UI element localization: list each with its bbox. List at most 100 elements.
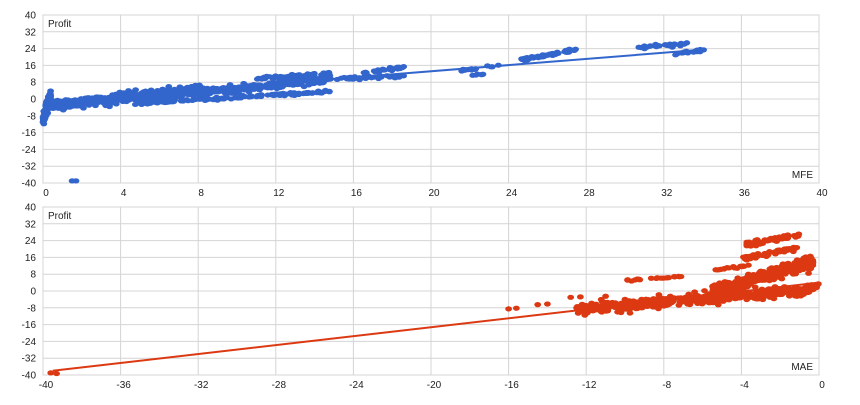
mfe-point (670, 41, 678, 47)
mae-point (809, 285, 817, 291)
mfe-y-tick-label: 32 (25, 27, 37, 38)
mae-point (753, 296, 760, 302)
mfe-point (178, 92, 186, 99)
mae-point (746, 274, 754, 280)
mfe-x-tick-label: 12 (273, 188, 285, 199)
mfe-point (276, 78, 283, 84)
mfe-x-tick-label: 4 (121, 188, 127, 199)
mae-point (512, 305, 520, 311)
mae-point (665, 274, 673, 281)
mae-point (606, 300, 614, 306)
mfe-point (86, 99, 94, 105)
mae-point (755, 252, 763, 259)
mfe-point (316, 89, 324, 96)
mae-point (801, 285, 809, 292)
mae-y-tick-label: 24 (25, 236, 37, 247)
mae-x-tick-label: -28 (272, 380, 287, 391)
mfe-point (540, 52, 548, 58)
mfe-point (258, 75, 265, 81)
mfe-y-axis-title: Profit (48, 19, 72, 30)
mae-point (731, 265, 739, 271)
mae-point (647, 275, 655, 281)
mae-point (793, 285, 801, 291)
mae-point (780, 249, 788, 255)
mae-point (643, 303, 651, 309)
mfe-point (653, 44, 660, 50)
mfe-point (325, 70, 333, 76)
mae-point (715, 284, 722, 290)
mfe-point (171, 97, 179, 103)
mae-point (744, 283, 752, 290)
mae-y-tick-label: -16 (22, 320, 37, 331)
mfe-y-tick-label: -16 (22, 128, 37, 139)
mfe-point (379, 66, 387, 73)
mae-point (544, 301, 551, 307)
mae-point (634, 276, 641, 282)
mae-point (781, 287, 789, 293)
mfe-point (322, 87, 329, 94)
mfe-point (64, 104, 72, 110)
mae-point (47, 370, 55, 376)
mae-point (755, 277, 762, 283)
mae-point (676, 300, 684, 306)
mfe-point (47, 88, 54, 94)
mae-point (791, 245, 799, 252)
mae-point (774, 247, 782, 253)
mfe-point (40, 109, 48, 116)
mae-x-tick-label: -4 (740, 380, 749, 391)
mae-y-tick-label: -8 (27, 303, 36, 314)
mae-point (718, 296, 726, 302)
mae-y-axis-title: Profit (48, 211, 72, 222)
mae-point (534, 302, 542, 308)
mae-point (798, 263, 806, 269)
mfe-point (130, 95, 138, 101)
mae-point (732, 279, 740, 286)
mae-point (779, 236, 787, 242)
mfe-point (40, 121, 48, 127)
mae-point (693, 296, 701, 303)
mae-point (621, 296, 629, 302)
mae-point (691, 289, 699, 295)
mfe-point (385, 66, 393, 72)
mfe-y-tick-label: -8 (27, 111, 36, 122)
mae-point (770, 237, 778, 243)
mfe-point (231, 95, 239, 101)
mfe-point (92, 98, 100, 104)
mae-point (796, 292, 804, 299)
mae-point (573, 305, 580, 311)
mae-point (670, 274, 678, 280)
mfe-x-tick-label: 28 (584, 188, 596, 199)
mae-y-tick-label: -40 (22, 371, 37, 382)
mfe-point (291, 92, 298, 98)
mae-point (765, 292, 773, 299)
mfe-x-axis-title: MFE (792, 170, 813, 181)
mae-point (794, 232, 802, 238)
mfe-point (218, 96, 226, 102)
mae-point (686, 301, 694, 308)
mae-point (771, 268, 779, 275)
mfe-point (280, 91, 288, 97)
mae-x-tick-label: -40 (39, 380, 54, 391)
mae-point (567, 294, 575, 300)
mae-x-tick-label: -32 (194, 380, 209, 391)
mfe-point (147, 87, 155, 93)
mfe-point (113, 97, 121, 103)
mfe-y-tick-label: 0 (30, 95, 36, 106)
mfe-point (399, 64, 407, 70)
mae-y-tick-label: 32 (25, 219, 37, 230)
mfe-y-tick-label: -32 (22, 162, 37, 173)
mae-point (652, 301, 660, 307)
mfe-point (160, 99, 167, 105)
mfe-trend-line (42, 48, 703, 104)
mae-y-tick-label: -24 (22, 337, 37, 348)
mae-point (807, 265, 815, 272)
mae-point (791, 264, 799, 271)
mfe-point (205, 96, 213, 102)
mae-point (582, 302, 590, 309)
mfe-point (183, 97, 190, 103)
mfe-point (227, 87, 234, 94)
mfe-point (677, 40, 685, 46)
mae-point (53, 370, 60, 377)
mae-point (626, 304, 634, 310)
mfe-point (132, 87, 139, 93)
